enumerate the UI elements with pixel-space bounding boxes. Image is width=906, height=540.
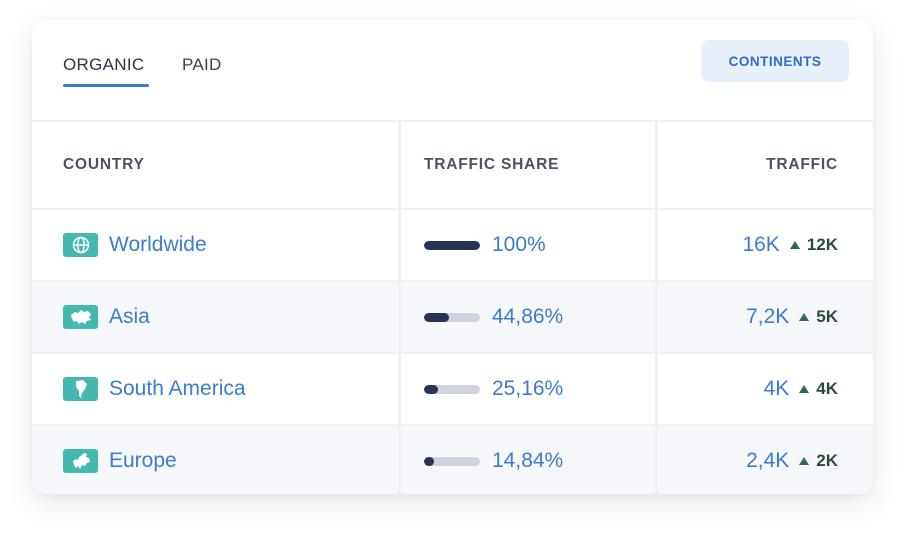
traffic-cell: 7,2K 5K (746, 282, 838, 352)
share-value: 100% (492, 233, 546, 256)
table-row: Asia 44,86% 7,2K 5K (32, 280, 873, 352)
share-bar-fill (424, 312, 450, 322)
traffic-cell: 16K 12K (742, 210, 838, 280)
share-bar-fill (424, 240, 480, 250)
traffic-delta: 12K (806, 235, 838, 254)
europe-map-icon (63, 449, 98, 473)
traffic-value: 4K (763, 377, 790, 400)
tab-paid[interactable]: PAID (182, 55, 222, 74)
country-cell: Asia (63, 282, 150, 352)
table-header-row: COUNTRY TRAFFIC SHARE TRAFFIC (32, 120, 873, 208)
traffic-column-header: TRAFFIC (766, 156, 838, 173)
traffic-cell: 4K 4K (764, 354, 838, 424)
column-divider (655, 120, 658, 494)
share-bar-fill (424, 456, 435, 466)
country-name-link[interactable]: Asia (109, 305, 150, 328)
share-cell: 14,84% (424, 426, 563, 494)
up-arrow-icon (799, 313, 810, 321)
country-cell: Worldwide (63, 210, 207, 280)
traffic-card: ORGANIC PAID CONTINENTS COUNTRY TRAFFIC … (32, 20, 873, 494)
share-bar-fill (424, 384, 439, 394)
country-column-header: COUNTRY (63, 156, 145, 173)
traffic-value: 7,2K (746, 305, 790, 328)
share-bar (424, 312, 480, 322)
table-row: Europe 14,84% 2,4K 2K (32, 424, 873, 494)
share-bar (424, 456, 480, 466)
continents-button[interactable]: CONTINENTS (701, 40, 849, 82)
tab-organic[interactable]: ORGANIC (63, 55, 150, 87)
country-cell: South America (63, 354, 246, 424)
country-name-link[interactable]: Worldwide (109, 233, 207, 256)
south-america-map-icon (63, 377, 98, 401)
traffic-value: 16K (742, 233, 780, 256)
traffic-delta: 5K (816, 307, 838, 326)
country-name-link[interactable]: Europe (109, 449, 177, 472)
table-row: Worldwide 100% 16K 12K (32, 208, 873, 280)
traffic-value: 2,4K (746, 449, 790, 472)
column-divider (398, 120, 401, 494)
country-cell: Europe (63, 426, 177, 494)
share-cell: 100% (424, 210, 546, 280)
asia-map-icon (63, 305, 98, 329)
traffic-share-column-header: TRAFFIC SHARE (424, 156, 560, 173)
share-bar (424, 384, 480, 394)
up-arrow-icon (789, 241, 800, 249)
share-value: 44,86% (492, 305, 564, 328)
tab-bar: ORGANIC PAID CONTINENTS (32, 20, 873, 120)
traffic-delta: 4K (816, 379, 838, 398)
up-arrow-icon (799, 457, 810, 465)
traffic-delta: 2K (816, 451, 838, 470)
share-value: 25,16% (492, 377, 564, 400)
up-arrow-icon (799, 385, 810, 393)
traffic-table: COUNTRY TRAFFIC SHARE TRAFFIC Worldwide … (32, 120, 873, 494)
share-cell: 44,86% (424, 282, 563, 352)
share-value: 14,84% (492, 449, 564, 472)
share-bar (424, 240, 480, 250)
traffic-cell: 2,4K 2K (746, 426, 838, 494)
globe-icon (63, 233, 98, 257)
table-row: South America 25,16% 4K 4K (32, 352, 873, 424)
country-name-link[interactable]: South America (109, 377, 246, 400)
share-cell: 25,16% (424, 354, 563, 424)
